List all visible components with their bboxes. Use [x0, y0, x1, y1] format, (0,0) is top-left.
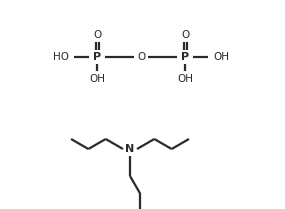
Text: N: N: [125, 144, 135, 154]
Text: O: O: [181, 30, 189, 40]
Text: HO: HO: [53, 52, 69, 62]
Text: OH: OH: [89, 74, 105, 84]
Text: P: P: [93, 52, 101, 62]
Text: OH: OH: [177, 74, 193, 84]
Text: OH: OH: [213, 52, 229, 62]
Text: P: P: [181, 52, 189, 62]
Text: O: O: [137, 52, 145, 62]
Text: O: O: [93, 30, 101, 40]
